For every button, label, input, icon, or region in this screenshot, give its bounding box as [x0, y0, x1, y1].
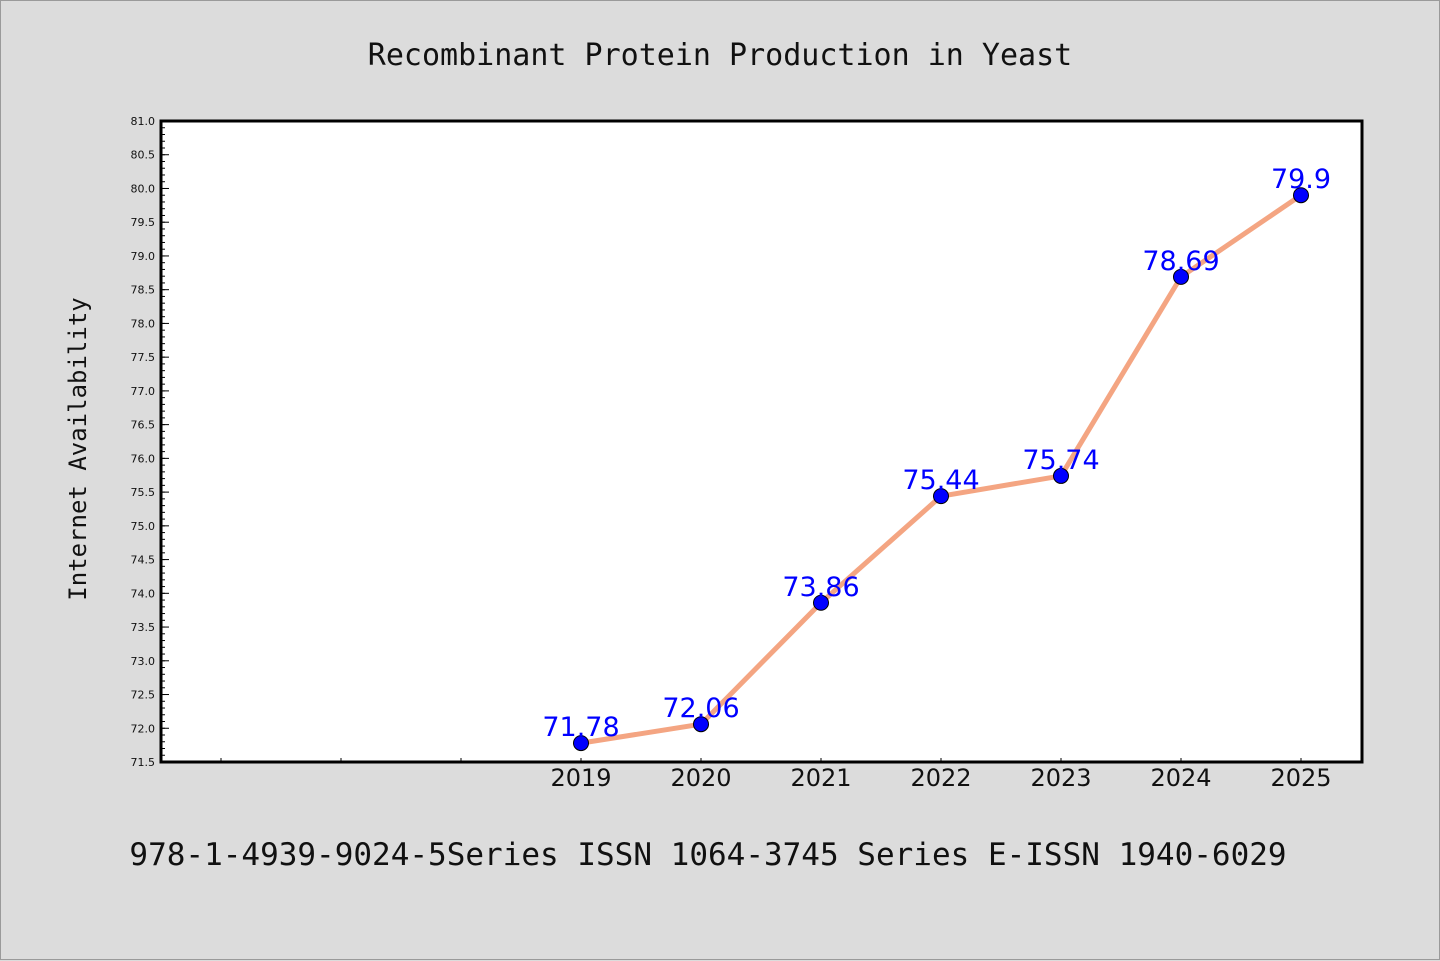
data-point-marker [1053, 467, 1069, 484]
y-tick-label: 78.5 [131, 284, 156, 297]
x-tick-label: 2022 [910, 764, 971, 792]
x-tick-label: 2024 [1150, 764, 1211, 792]
x-tick-label: 2020 [670, 764, 731, 792]
markers-group [573, 187, 1309, 752]
data-point-marker [693, 716, 709, 733]
y-tick-label: 71.5 [131, 756, 156, 769]
y-tick-label: 73.0 [131, 655, 156, 668]
data-label: 72.06 [662, 693, 739, 724]
y-tick-label: 80.5 [131, 149, 156, 162]
y-tick-label: 76.0 [131, 452, 156, 465]
x-tick-label: 2019 [550, 764, 611, 792]
y-tick-label: 77.5 [131, 351, 156, 364]
data-point-marker [1173, 268, 1189, 285]
plot-area [159, 119, 1364, 764]
y-axis-label: Internet Availability [64, 297, 92, 600]
data-label: 79.9 [1271, 164, 1331, 195]
y-tick-label: 72.5 [131, 689, 156, 702]
y-tick-label: 76.5 [131, 419, 156, 432]
y-tick-label: 79.0 [131, 250, 156, 263]
y-tick-label: 77.0 [131, 385, 156, 398]
y-tick-label: 74.0 [131, 587, 156, 600]
data-label: 75.74 [1022, 445, 1099, 476]
y-tick-label: 74.5 [131, 554, 156, 567]
data-point-marker [573, 735, 589, 752]
footer-isbn-text: 978-1-4939-9024-5Series ISSN 1064-3745 S… [129, 837, 1286, 873]
y-tick-label: 79.5 [131, 216, 156, 229]
y-tick-label: 80.0 [131, 182, 156, 195]
y-tick-label: 75.0 [131, 520, 156, 533]
y-tick-label: 72.0 [131, 722, 156, 735]
data-label: 78.69 [1142, 246, 1219, 277]
x-tick-label: 2021 [790, 764, 851, 792]
data-point-marker [1293, 187, 1309, 204]
chart-title: Recombinant Protein Production in Yeast [368, 38, 1072, 73]
data-point-marker [813, 594, 829, 611]
y-tick-label: 75.5 [131, 486, 156, 499]
y-axis: 71.5 72.0 72.5 73.0 73.5 74.0 74.5 75.0 75.5 76.0… [131, 115, 169, 769]
y-tick-label: 78.0 [131, 317, 156, 330]
x-tick-label: 2023 [1030, 764, 1091, 792]
data-label: 75.44 [902, 465, 979, 496]
data-label: 71.78 [542, 712, 619, 743]
y-tick-label: 73.5 [131, 621, 156, 634]
x-tick-label: 2025 [1270, 764, 1331, 792]
data-point-marker [933, 488, 949, 505]
data-label: 73.86 [782, 572, 859, 603]
y-tick-label: 81.0 [131, 115, 156, 128]
data-labels-group: 71.78 72.06 73.86 75.44 75.74 78.69 79.9 [542, 164, 1331, 743]
x-axis: 2019 2020 2021 2022 2023 2024 2025 [220, 758, 1332, 792]
